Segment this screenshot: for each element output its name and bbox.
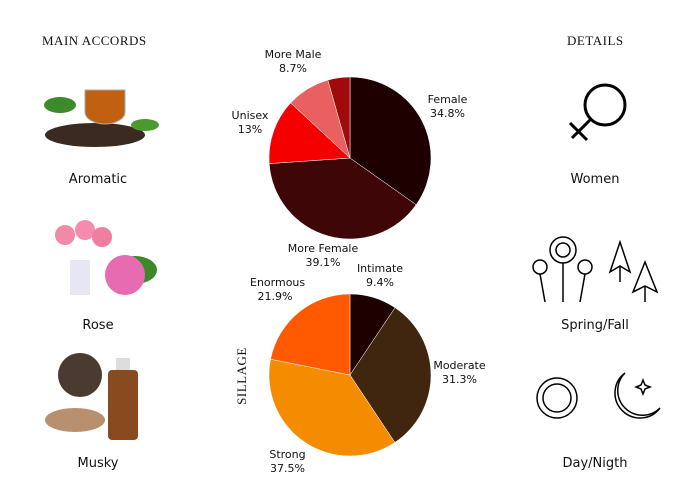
slice-label-intimate: Intimate 9.4% xyxy=(356,262,404,289)
sun-moon-icon xyxy=(536,372,661,419)
flowers-leaves-icon xyxy=(532,236,659,303)
accord-label: Rose xyxy=(82,318,114,333)
pie-slice-unisex xyxy=(268,102,351,164)
gender-label: Women xyxy=(570,172,620,187)
main-accords-title: MAIN ACCORDS xyxy=(42,33,147,48)
pie-slice-female xyxy=(349,76,432,206)
pie-slice-strong xyxy=(268,358,396,457)
sillage-axis-label: SILLAGE xyxy=(234,347,249,405)
slice-label-moderate: Moderate 31.3% xyxy=(433,359,486,386)
venus-icon xyxy=(568,83,627,142)
pie-slice-unlabeled xyxy=(327,76,351,159)
pie-slice-moderate xyxy=(349,307,432,443)
pie-slice-enormous xyxy=(270,293,351,376)
slice-label-strong: Strong 37.5% xyxy=(269,448,306,475)
slice-label-more-female: More Female 39.1% xyxy=(287,242,359,269)
time-label: Day/Nigth xyxy=(562,456,628,471)
aromatic-tea-image xyxy=(44,89,159,147)
slice-label-enormous: Enormous 21.9% xyxy=(250,276,306,303)
musky-image xyxy=(45,353,138,440)
accord-label: Musky xyxy=(77,456,119,471)
slice-label-unisex: Unisex 13% xyxy=(231,109,269,136)
accord-label: Aromatic xyxy=(68,172,128,187)
slice-label-female: Female 34.8% xyxy=(427,93,468,120)
season-label: Spring/Fall xyxy=(561,318,629,333)
rose-image xyxy=(55,220,157,295)
pie-slice-more-female xyxy=(268,157,417,240)
details-title: DETAILS xyxy=(567,33,624,48)
slice-label-more-male: More Male 8.7% xyxy=(264,48,322,75)
